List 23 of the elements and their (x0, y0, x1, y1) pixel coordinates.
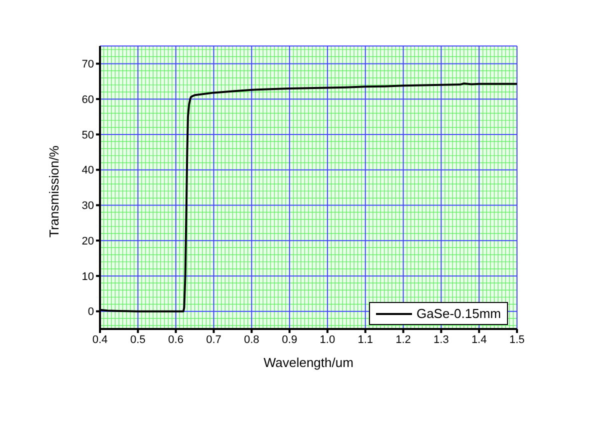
x-axis-title: Wavelength/um (264, 355, 354, 370)
x-tick-label: 1.5 (509, 334, 525, 346)
x-tick-label: 0.8 (244, 334, 260, 346)
y-tick-label: 40 (82, 164, 94, 177)
y-tick-label: 20 (82, 235, 94, 248)
x-tick-label: 1.3 (434, 334, 449, 346)
y-tick-label: 10 (82, 270, 94, 283)
x-tick-label: 1.2 (396, 334, 411, 346)
x-tick-label: 0.7 (206, 334, 222, 346)
x-tick-label: 0.6 (168, 334, 184, 346)
y-tick-label: 0 (88, 306, 94, 318)
y-axis-title: Transmission/% (46, 145, 62, 238)
x-tick-label: 1.4 (471, 334, 487, 346)
y-tick-label: 60 (82, 94, 94, 106)
y-tick-label: 70 (82, 58, 94, 71)
x-tick-label: 0.9 (282, 334, 298, 346)
x-tick-label: 0.4 (92, 334, 108, 346)
y-tick-label: 30 (82, 200, 94, 212)
y-tick-label: 50 (82, 129, 94, 142)
x-tick-label: 1.0 (320, 334, 336, 346)
x-tick-label: 0.5 (130, 334, 146, 346)
legend-label: GaSe-0.15mm (416, 306, 501, 321)
x-tick-label: 1.1 (358, 334, 374, 346)
